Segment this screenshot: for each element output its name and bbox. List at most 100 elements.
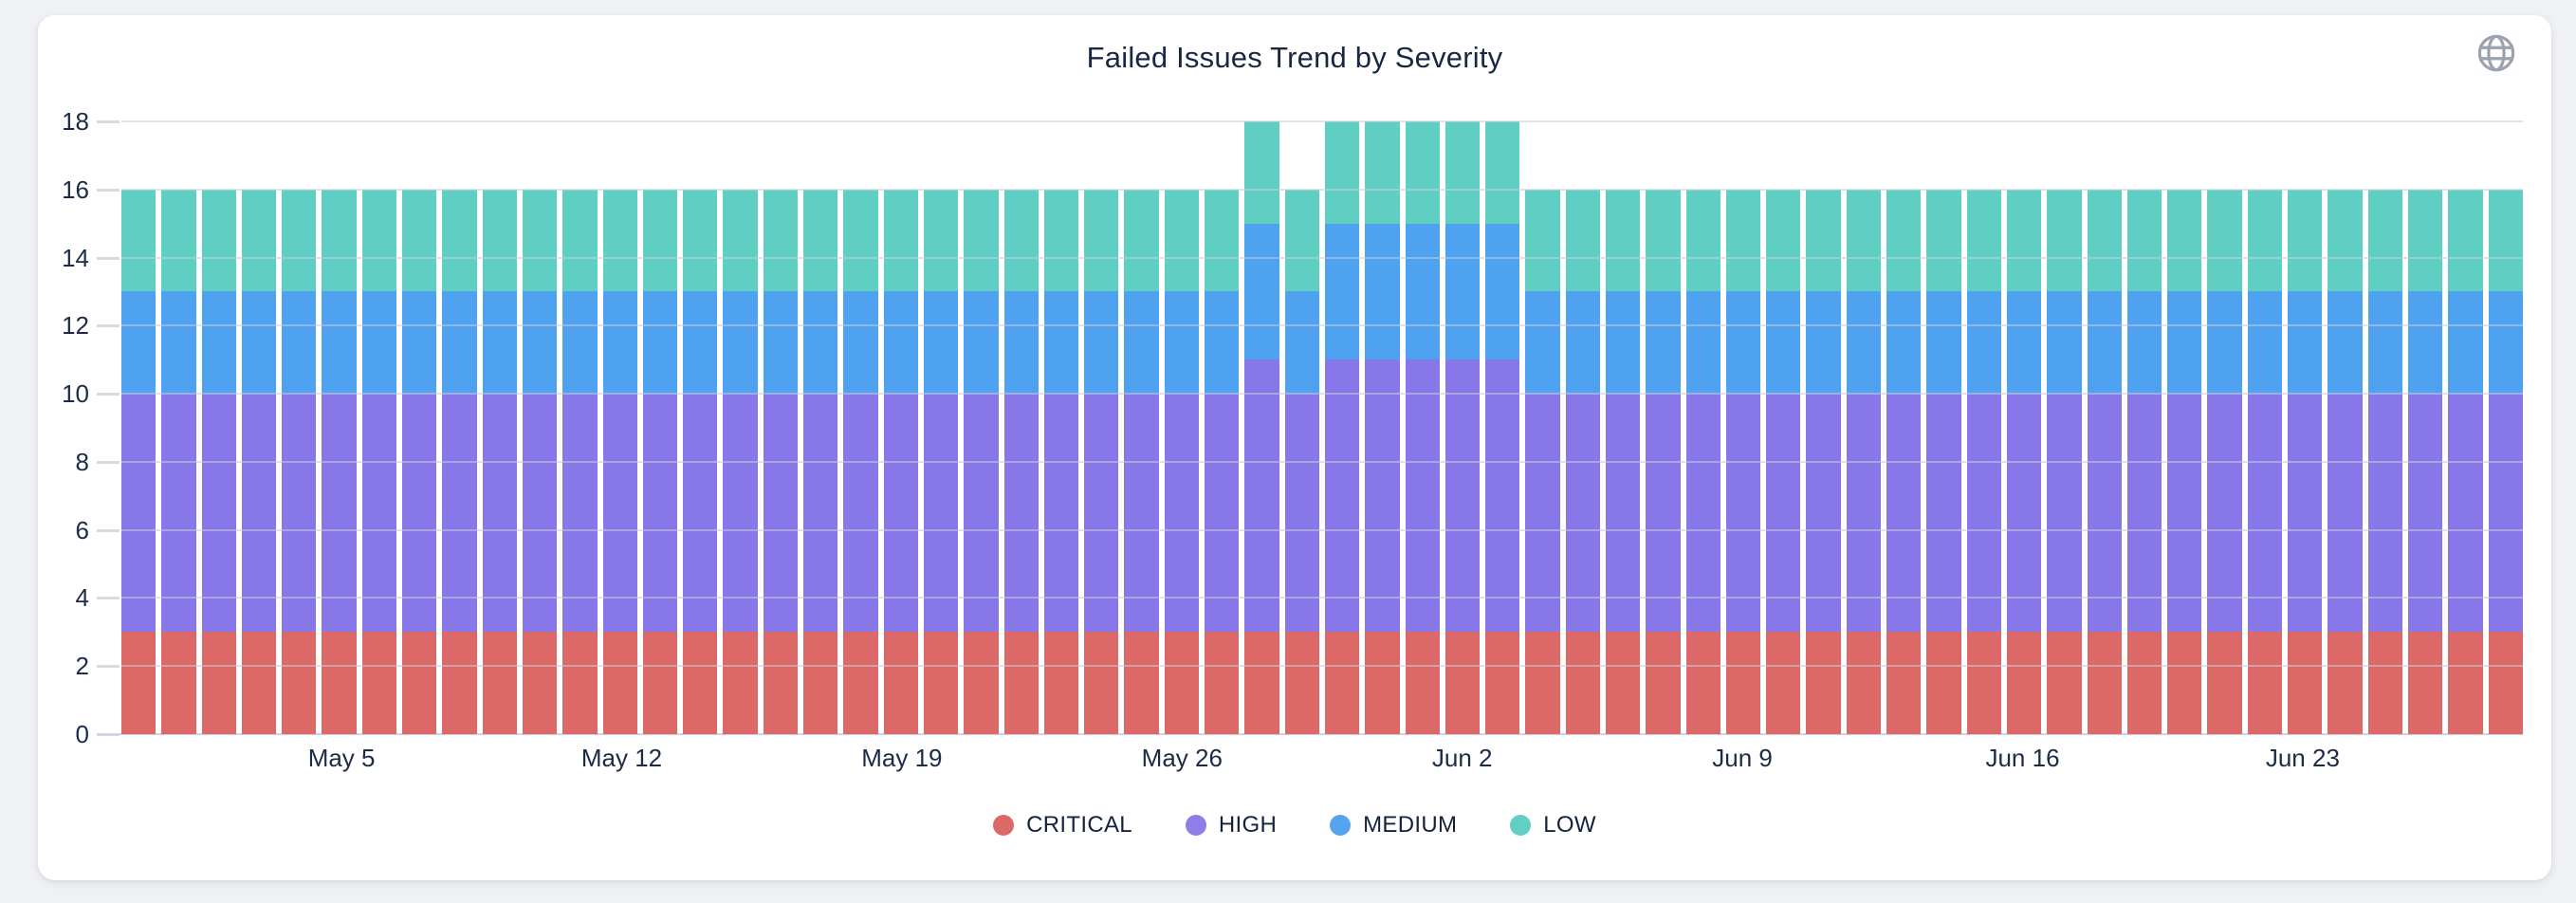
bar-segment-low[interactable] xyxy=(1685,189,1720,292)
bar-segment-critical[interactable] xyxy=(2006,632,2042,734)
bar-segment-critical[interactable] xyxy=(1525,632,1560,734)
bar-segment-low[interactable] xyxy=(2087,189,2122,292)
bar-segment-high[interactable] xyxy=(1444,359,1481,633)
bar-segment-medium[interactable] xyxy=(1525,291,1560,395)
bar-segment-critical[interactable] xyxy=(1846,632,1882,734)
bar-segment-high[interactable] xyxy=(723,394,758,633)
bar-segment-medium[interactable] xyxy=(1444,223,1481,360)
bar-segment-critical[interactable] xyxy=(1806,632,1841,734)
bar-may-29[interactable] xyxy=(1284,189,1319,734)
bar-segment-high[interactable] xyxy=(2247,394,2283,633)
bar-segment-medium[interactable] xyxy=(1846,291,1882,395)
bar-segment-low[interactable] xyxy=(1205,189,1240,292)
bar-may-23[interactable] xyxy=(1043,189,1079,734)
bar-segment-medium[interactable] xyxy=(121,291,156,395)
bar-segment-critical[interactable] xyxy=(1444,632,1481,734)
bar-segment-medium[interactable] xyxy=(482,291,517,395)
bar-segment-medium[interactable] xyxy=(2207,291,2242,395)
bar-segment-medium[interactable] xyxy=(282,291,317,395)
bar-jun-14[interactable] xyxy=(1926,189,1961,734)
bar-jun-25[interactable] xyxy=(2367,189,2402,734)
bar-segment-low[interactable] xyxy=(402,189,437,292)
bar-segment-medium[interactable] xyxy=(1043,291,1079,395)
bar-segment-critical[interactable] xyxy=(1244,632,1279,734)
bar-segment-medium[interactable] xyxy=(2047,291,2082,395)
bar-segment-high[interactable] xyxy=(562,394,598,633)
bar-segment-medium[interactable] xyxy=(1886,291,1922,395)
bar-segment-medium[interactable] xyxy=(1766,291,1801,395)
bar-jun-24[interactable] xyxy=(2328,189,2363,734)
bar-segment-medium[interactable] xyxy=(1806,291,1841,395)
bar-segment-low[interactable] xyxy=(322,189,357,292)
bar-jun-23[interactable] xyxy=(2288,189,2323,734)
bar-segment-low[interactable] xyxy=(923,189,959,292)
legend-item-low[interactable]: LOW xyxy=(1510,812,1596,838)
bar-jun-16[interactable] xyxy=(2006,189,2042,734)
bar-segment-high[interactable] xyxy=(1124,394,1159,633)
bar-segment-medium[interactable] xyxy=(1966,291,2001,395)
bar-segment-critical[interactable] xyxy=(2087,632,2122,734)
bar-segment-high[interactable] xyxy=(964,394,999,633)
bar-segment-high[interactable] xyxy=(2126,394,2162,633)
bar-segment-high[interactable] xyxy=(602,394,637,633)
bar-segment-high[interactable] xyxy=(1966,394,2001,633)
bar-segment-critical[interactable] xyxy=(161,632,196,734)
bar-segment-critical[interactable] xyxy=(923,632,959,734)
bar-apr-30[interactable] xyxy=(121,189,156,734)
bar-segment-critical[interactable] xyxy=(1164,632,1200,734)
bar-segment-critical[interactable] xyxy=(1365,632,1400,734)
bar-segment-high[interactable] xyxy=(2087,394,2122,633)
bar-segment-medium[interactable] xyxy=(642,291,678,395)
bar-segment-low[interactable] xyxy=(1766,189,1801,292)
bar-segment-medium[interactable] xyxy=(1405,223,1440,360)
bar-jun-4[interactable] xyxy=(1525,189,1560,734)
bar-segment-low[interactable] xyxy=(2247,189,2283,292)
bar-segment-medium[interactable] xyxy=(1084,291,1119,395)
bar-segment-low[interactable] xyxy=(1444,121,1481,224)
bar-may-7[interactable] xyxy=(402,189,437,734)
bar-segment-low[interactable] xyxy=(2167,189,2202,292)
bar-segment-high[interactable] xyxy=(2448,394,2483,633)
bar-jun-1[interactable] xyxy=(1405,121,1440,734)
bar-segment-medium[interactable] xyxy=(1565,291,1600,395)
bar-segment-medium[interactable] xyxy=(2247,291,2283,395)
bar-segment-critical[interactable] xyxy=(602,632,637,734)
bar-segment-high[interactable] xyxy=(1886,394,1922,633)
bar-segment-medium[interactable] xyxy=(964,291,999,395)
bar-segment-medium[interactable] xyxy=(1685,291,1720,395)
bar-segment-high[interactable] xyxy=(2047,394,2082,633)
bar-segment-low[interactable] xyxy=(1646,189,1681,292)
bar-segment-critical[interactable] xyxy=(2047,632,2082,734)
bar-segment-medium[interactable] xyxy=(1365,223,1400,360)
bar-segment-medium[interactable] xyxy=(1164,291,1200,395)
bar-segment-high[interactable] xyxy=(803,394,838,633)
legend-item-critical[interactable]: CRITICAL xyxy=(993,812,1132,838)
bar-jun-8[interactable] xyxy=(1685,189,1720,734)
bar-segment-critical[interactable] xyxy=(402,632,437,734)
bar-segment-critical[interactable] xyxy=(522,632,558,734)
bar-segment-high[interactable] xyxy=(1244,359,1279,633)
bar-jun-3[interactable] xyxy=(1485,121,1520,734)
bar-segment-high[interactable] xyxy=(1846,394,1882,633)
bar-segment-high[interactable] xyxy=(1605,394,1641,633)
bar-segment-medium[interactable] xyxy=(1003,291,1039,395)
bar-segment-medium[interactable] xyxy=(1605,291,1641,395)
bar-segment-critical[interactable] xyxy=(1685,632,1720,734)
bar-may-14[interactable] xyxy=(683,189,718,734)
bar-segment-critical[interactable] xyxy=(1926,632,1961,734)
bar-segment-low[interactable] xyxy=(1244,121,1279,224)
bar-may-22[interactable] xyxy=(1003,189,1039,734)
bar-segment-critical[interactable] xyxy=(121,632,156,734)
bar-segment-high[interactable] xyxy=(241,394,277,633)
bar-segment-critical[interactable] xyxy=(1124,632,1159,734)
bar-segment-high[interactable] xyxy=(843,394,878,633)
bar-segment-high[interactable] xyxy=(1485,359,1520,633)
bar-segment-low[interactable] xyxy=(1926,189,1961,292)
bar-segment-critical[interactable] xyxy=(562,632,598,734)
bar-segment-low[interactable] xyxy=(121,189,156,292)
bar-segment-critical[interactable] xyxy=(843,632,878,734)
bar-may-26[interactable] xyxy=(1164,189,1200,734)
bar-segment-medium[interactable] xyxy=(1284,291,1319,395)
bar-segment-critical[interactable] xyxy=(2328,632,2363,734)
bar-may-6[interactable] xyxy=(361,189,397,734)
